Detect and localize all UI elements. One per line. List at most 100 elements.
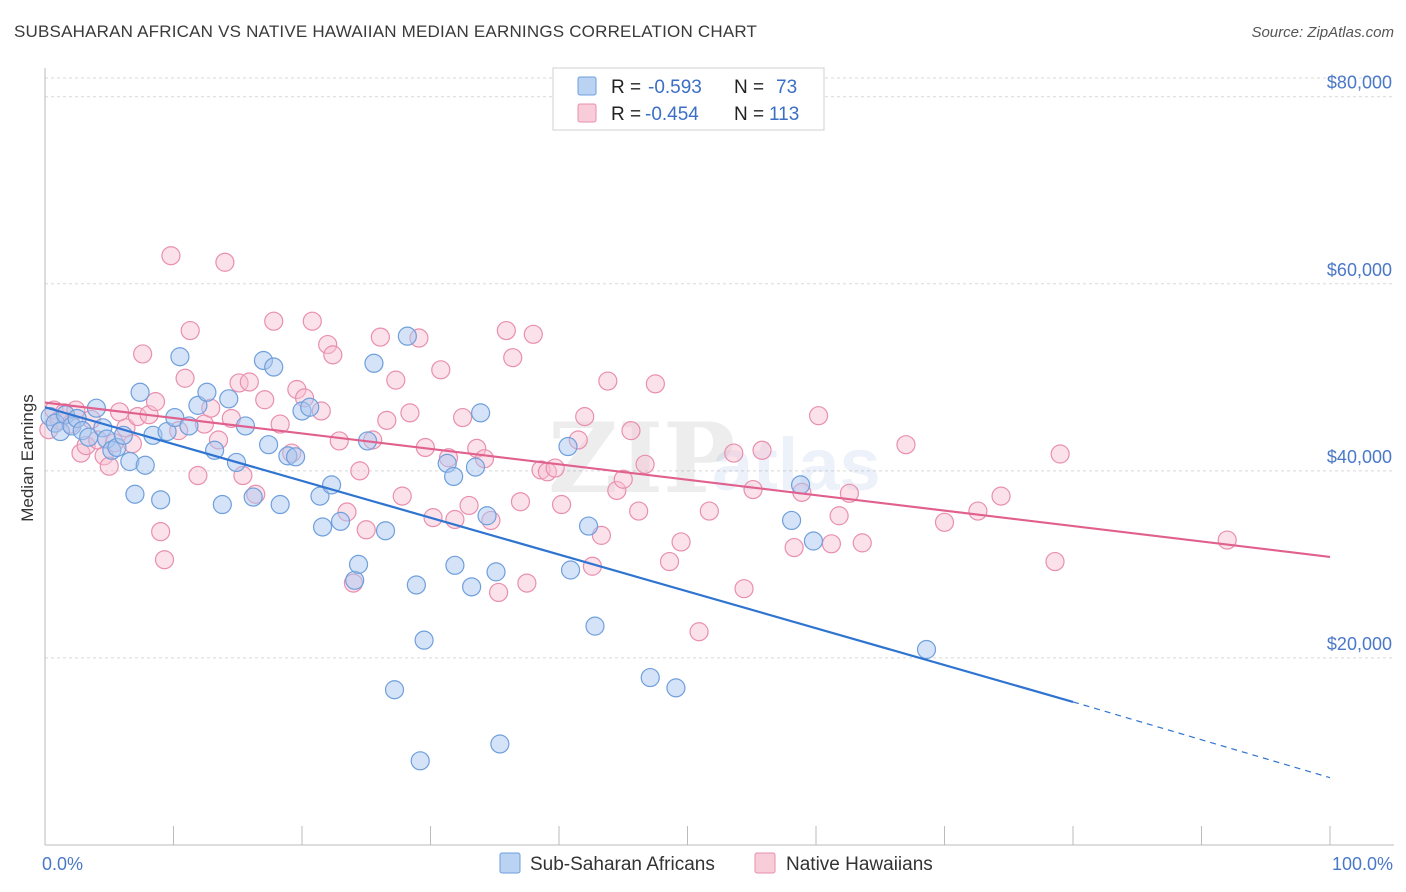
legend-r-value-1: -0.454 [645,104,699,125]
sub-saharan-africans-point [270,494,290,515]
sub-saharan-africans-point [321,475,342,495]
sub-saharan-africans-point [188,395,208,415]
native-hawaiians-point [699,501,719,521]
sub-saharan-africans-point [348,554,369,574]
sub-saharan-africans-point [264,357,284,377]
native-hawaiians-point [784,537,804,558]
native-hawaiians-point [517,573,537,593]
native-hawaiians-point [188,465,208,486]
native-hawaiians-point [968,501,988,521]
native-hawaiians-point [496,320,516,341]
series-legend-label-1: Native Hawaiians [786,854,933,875]
native-hawaiians-point [133,344,153,364]
native-hawaiians-point [724,443,744,463]
native-hawaiians-point [431,360,451,380]
native-hawaiians-point [671,532,691,552]
sub-saharan-africans-point [219,389,239,409]
sub-saharan-africans-point [384,680,405,700]
native-hawaiians-point [523,324,543,344]
sub-saharan-africans-point [666,678,686,698]
sub-saharan-africans-point [477,506,497,526]
native-hawaiians-point [743,479,763,500]
sub-saharan-africans-point [312,517,333,537]
correlation-legend: R = -0.593 N = 73 R = -0.454 N = 113 [552,67,825,131]
sub-saharan-africans-point [243,487,263,507]
sub-saharan-africans-point [410,751,430,771]
chart-source: Source: ZipAtlas.com [1251,24,1394,41]
native-hawaiians-point [99,456,119,476]
native-hawaiians-point [621,421,641,441]
native-hawaiians-point [852,533,872,553]
legend-swatch-blue [577,76,597,96]
native-hawaiians-point [1045,551,1065,572]
native-hawaiians-point [575,407,595,427]
x-tick-label: 0.0% [42,854,83,874]
y-axis-label: Median Earnings [18,394,37,522]
sub-saharan-africans-point [462,577,482,597]
sub-saharan-africans-point [444,466,464,487]
sub-saharan-africans-point [414,630,434,650]
native-hawaiians-point [510,492,531,512]
series-legend-swatch-pink [754,852,776,874]
native-hawaiians-point [551,494,572,515]
sub-saharan-africans-point [578,516,599,536]
legend-n-value-0: 73 [776,77,797,98]
y-tick-label: $60,000 [1327,260,1392,280]
sub-saharan-africans-point [285,447,306,467]
native-hawaiians-point [302,311,322,331]
sub-saharan-africans-point [803,531,824,551]
native-hawaiians-point [645,374,665,394]
legend-n-label-0: N = [734,77,764,98]
legend-r-value-0: -0.593 [648,77,702,98]
native-hawaiians-point [934,512,955,532]
native-hawaiians-point [151,522,171,542]
native-hawaiians-trend-line [44,401,1331,558]
native-hawaiians-point [255,390,275,410]
native-hawaiians-point [607,480,627,501]
native-hawaiians-point [896,435,916,455]
native-hawaiians-point [370,327,390,347]
native-hawaiians-point [659,551,680,572]
legend-n-value-1: 113 [769,104,799,125]
native-hawaiians-point [215,252,235,272]
native-hawaiians-point [400,403,420,423]
native-hawaiians-point [1050,444,1070,464]
sub-saharan-africans-point [375,521,396,541]
legend-box [552,67,825,131]
native-hawaiians-point [689,622,709,642]
sub-saharan-africans-point [125,484,145,504]
sub-saharan-africans-point [364,353,384,373]
native-hawaiians-point [264,311,284,331]
series-legend: Sub-Saharan Africans Native Hawaiians [499,852,933,875]
trend-lines [44,401,1331,779]
native-hawaiians-point [459,495,479,516]
native-hawaiians-point [829,506,849,526]
native-hawaiians-point [752,440,772,460]
sub-saharan-africans-point [151,490,171,510]
native-hawaiians-point [161,246,181,266]
native-hawaiians-point [821,534,842,554]
native-hawaiians-points [39,246,1237,642]
sub-saharan-africans-point [197,382,217,402]
sub-saharan-africans-point [345,570,365,590]
sub-saharan-africans-point [406,575,426,595]
sub-saharan-africans-point [486,562,506,582]
sub-saharan-africans-point [471,403,491,423]
x-tick-label: 100.0% [1332,854,1393,874]
native-hawaiians-point [635,454,655,474]
series-legend-swatch-blue [499,852,521,874]
native-hawaiians-point [489,582,509,603]
native-hawaiians-point [991,486,1011,506]
native-hawaiians-point [329,431,349,451]
sub-saharan-africans-point [916,639,937,660]
legend-swatch-pink [577,103,597,123]
y-tick-label: $80,000 [1327,73,1392,93]
watermark-zip: ZIP [548,402,735,515]
native-hawaiians-point [591,525,612,545]
native-hawaiians-point [175,368,195,388]
sub-saharan-africans-point [790,475,811,495]
native-hawaiians-point [180,320,200,341]
sub-saharan-africans-point [397,326,417,346]
sub-saharan-africans-point [558,436,578,457]
sub-saharan-africans-point [212,494,232,515]
